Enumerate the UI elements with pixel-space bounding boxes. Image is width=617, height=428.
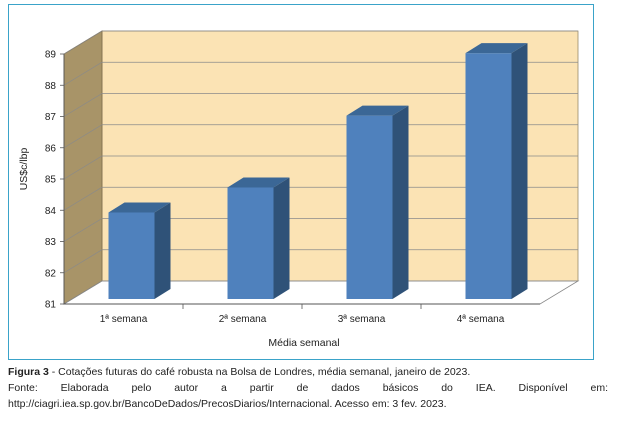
bar-3	[346, 115, 393, 299]
x-tick-label: 3ª semana	[338, 314, 386, 325]
y-tick-label: 83	[45, 237, 57, 248]
gridline	[63, 186, 578, 211]
gridline	[63, 280, 578, 305]
gridline	[63, 61, 578, 86]
x-axis-title: Média semanal	[268, 337, 339, 349]
gridline	[63, 155, 578, 180]
x-tick-label: 1ª semana	[100, 314, 148, 325]
figure-label: Figura 3	[8, 366, 49, 378]
gridline	[63, 249, 578, 274]
bar-chart: 81 82 83 84 85 86 87 88 89 1ª semana 2ª semana 3ª s…	[18, 30, 580, 349]
bar-1	[108, 212, 155, 299]
gridline	[63, 93, 578, 117]
bar-2	[227, 187, 274, 299]
y-axis-title: US$c/lbp	[18, 148, 30, 191]
figure-description: - Cotações futuras do café robusta na Bo…	[48, 366, 471, 378]
bar-top-2	[227, 177, 290, 188]
gridline	[63, 124, 578, 149]
caption-title-line: Figura 3 - Cotações futuras do café robu…	[8, 364, 608, 380]
y-tick-label: 84	[45, 206, 57, 217]
x-tick-label: 4ª semana	[457, 314, 505, 325]
y-tick-label: 81	[45, 300, 57, 311]
bar-4	[465, 53, 512, 299]
bar-top-3	[346, 105, 409, 116]
bar-side-1	[154, 202, 171, 299]
y-tick-label: 82	[45, 268, 57, 279]
y-tick-label: 87	[45, 112, 57, 123]
y-tick-label: 85	[45, 175, 57, 186]
gridline	[63, 30, 578, 55]
caption-source-line: Fonte: Elaborada pelo autor a partir de …	[8, 382, 608, 410]
gridline	[63, 218, 578, 242]
bar-side-3	[392, 105, 409, 299]
bar-top-4	[465, 43, 528, 54]
y-tick-label: 89	[45, 50, 57, 61]
bar-top-1	[108, 202, 171, 213]
y-tick-label: 88	[45, 81, 57, 92]
bar-side-4	[511, 43, 528, 299]
figure-caption: Figura 3 - Cotações futuras do café robu…	[8, 364, 608, 412]
x-tick-label: 2ª semana	[219, 314, 267, 325]
bar-side-2	[273, 177, 290, 299]
y-tick-label: 86	[45, 143, 57, 154]
